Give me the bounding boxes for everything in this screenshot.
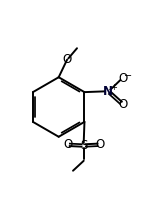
Text: +: + xyxy=(110,83,117,92)
Text: O: O xyxy=(63,138,72,151)
Text: O: O xyxy=(95,138,104,151)
Text: O: O xyxy=(63,53,72,66)
Text: O: O xyxy=(118,72,127,85)
Text: N: N xyxy=(103,85,113,98)
Text: O: O xyxy=(118,98,127,111)
Text: −: − xyxy=(124,71,132,81)
Text: S: S xyxy=(80,139,87,152)
